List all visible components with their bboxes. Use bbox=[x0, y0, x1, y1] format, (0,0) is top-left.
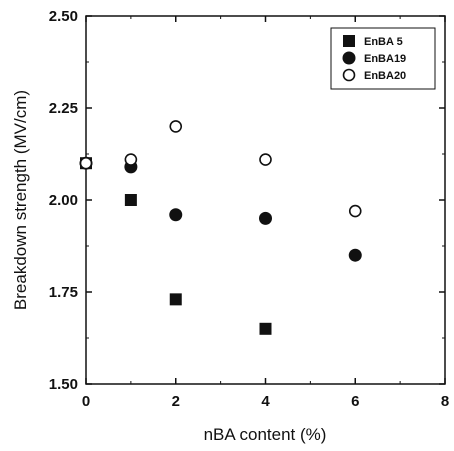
y-axis-title: Breakdown strength (MV/cm) bbox=[11, 90, 30, 310]
y-tick-label: 1.75 bbox=[49, 284, 78, 301]
y-tick-label: 2.00 bbox=[49, 192, 78, 209]
y-tick-label: 1.50 bbox=[49, 376, 78, 393]
data-point bbox=[169, 293, 182, 306]
legend-label: EnBA19 bbox=[364, 53, 406, 65]
data-point bbox=[348, 248, 362, 262]
legend-marker bbox=[342, 68, 356, 82]
x-tick-label: 2 bbox=[172, 393, 180, 410]
y-tick-label: 2.50 bbox=[49, 8, 78, 25]
legend-marker bbox=[343, 35, 355, 47]
data-point bbox=[124, 194, 137, 206]
series-enba20 bbox=[79, 120, 362, 218]
data-point bbox=[259, 153, 272, 166]
data-point bbox=[124, 153, 138, 166]
legend-item: EnBA 5 bbox=[343, 35, 403, 48]
series-enba19 bbox=[79, 156, 362, 262]
data-point bbox=[79, 156, 93, 170]
x-tick-label: 4 bbox=[261, 393, 270, 410]
axis-ticks: 0 2 4 6 8 1.50 1.75 2.00 2.25 2.50 bbox=[49, 8, 449, 410]
data-point bbox=[348, 204, 362, 218]
y-tick-label: 2.25 bbox=[49, 100, 78, 117]
legend-label: EnBA20 bbox=[364, 70, 406, 82]
series-enba-5 bbox=[80, 157, 272, 335]
x-tick-label: 0 bbox=[82, 393, 90, 410]
legend-item: EnBA20 bbox=[342, 68, 406, 82]
data-point bbox=[169, 208, 183, 222]
data-points bbox=[79, 120, 362, 335]
legend-label: EnBA 5 bbox=[364, 36, 403, 48]
x-axis-title: nBA content (%) bbox=[204, 425, 327, 444]
legend-item: EnBA19 bbox=[342, 51, 406, 65]
legend-items: EnBA 5 EnBA19 EnBA20 bbox=[342, 35, 406, 82]
data-point bbox=[259, 211, 272, 225]
legend-marker bbox=[342, 51, 356, 65]
data-point bbox=[169, 120, 183, 133]
data-point bbox=[259, 322, 272, 335]
x-tick-label: 8 bbox=[441, 393, 449, 410]
x-tick-label: 6 bbox=[351, 393, 359, 410]
legend: EnBA 5 EnBA19 EnBA20 bbox=[330, 27, 436, 90]
